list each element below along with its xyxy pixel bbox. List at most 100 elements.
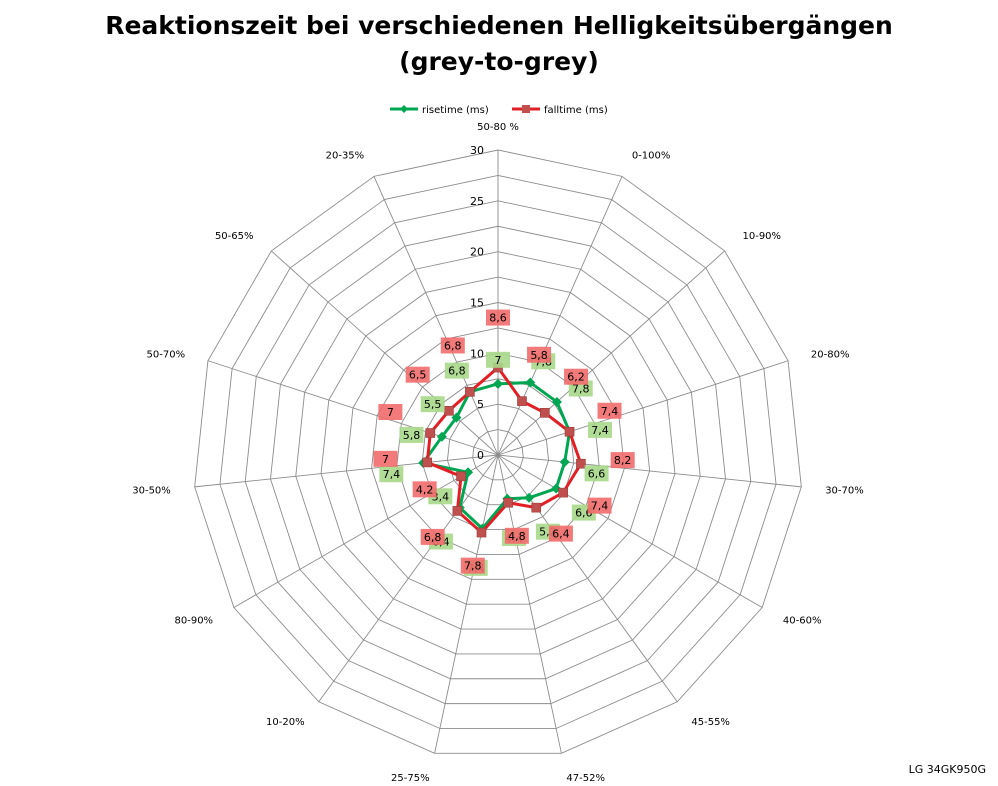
grid-spoke: [434, 454, 499, 754]
risetime-marker: [524, 492, 535, 503]
category-label: 47-52%: [566, 773, 605, 784]
data-label: 7: [382, 453, 389, 466]
grid-ring: [446, 403, 550, 506]
falltime-marker: [531, 502, 542, 513]
data-label-bg: [587, 421, 612, 438]
grid-spoke: [207, 360, 499, 456]
data-label-bg: [378, 404, 403, 421]
risetime-marker: [551, 396, 562, 407]
data-label-bg: [486, 351, 510, 368]
data-label-bg: [548, 525, 573, 542]
data-label: 5,5: [424, 398, 442, 411]
data-label: 7,4: [383, 468, 401, 481]
falltime-marker: [425, 428, 436, 438]
radar-grid: [194, 149, 802, 754]
grid-spoke: [373, 176, 499, 456]
chart-title-line-2: (grey-to-grey): [399, 47, 599, 76]
category-labels: 50-80 % 0-100% 10-90% 20-80% 30-70% 40-60% 45-…: [132, 122, 864, 784]
data-label-bg: [587, 497, 612, 514]
data-label: 6,8: [448, 365, 466, 378]
grid-ring: [472, 429, 524, 481]
data-label-bg: [564, 368, 589, 385]
data-label-bg: [486, 309, 510, 326]
data-label: 5,8: [530, 349, 548, 362]
legend-label: risetime (ms): [422, 105, 489, 116]
category-label: 45-55%: [691, 717, 730, 728]
grid-spoke: [497, 454, 763, 608]
grid-spoke: [194, 454, 499, 488]
grid-spoke: [233, 454, 499, 608]
watermark: LG 34GK950G: [908, 763, 986, 776]
tick-label: 5: [477, 398, 484, 411]
data-label: 6,4: [552, 528, 570, 541]
series-line-1: [421, 381, 572, 531]
data-label: 7,8: [572, 383, 590, 396]
category-label: 50-70%: [147, 349, 186, 360]
data-label-bg: [584, 465, 609, 482]
grid-spoke: [497, 454, 802, 488]
data-label: 8,2: [614, 454, 632, 467]
category-label: 25-75%: [391, 773, 430, 784]
falltime-marker: [444, 405, 454, 416]
risetime-marker: [559, 457, 570, 468]
falltime-marker: [517, 396, 527, 406]
data-label-bg: [379, 466, 404, 483]
falltime-marker: [465, 387, 475, 397]
data-label: 8,6: [489, 312, 507, 325]
tick-label: 30: [470, 144, 484, 157]
data-label-bg: [373, 450, 398, 467]
data-label-bg: [444, 362, 469, 379]
data-label: 6,6: [588, 467, 606, 480]
data-label-bg: [610, 452, 635, 469]
data-label-bg: [527, 346, 552, 363]
category-label: 20-80%: [811, 349, 850, 360]
data-label: 7,4: [591, 424, 609, 437]
data-label: 6,5: [409, 369, 427, 382]
falltime-marker: [476, 527, 487, 538]
category-label: 30-50%: [132, 485, 171, 496]
grid-ring: [219, 174, 777, 729]
data-label-bg: [405, 366, 430, 383]
tick-labels: 0 5 10 15 20 25 30: [470, 144, 484, 462]
data-label-bg: [420, 396, 445, 413]
falltime-marker: [456, 471, 466, 482]
risetime-marker: [493, 378, 503, 389]
category-label: 50-80 %: [477, 122, 519, 133]
data-label: 7,4: [601, 405, 619, 418]
falltime-marker: [503, 497, 513, 508]
category-label: 20-35%: [326, 150, 365, 161]
data-label: 6,8: [444, 339, 462, 352]
data-label: 6,2: [567, 371, 585, 384]
grid-spoke: [497, 176, 623, 456]
data-label-bg: [412, 481, 437, 498]
tick-label: 25: [470, 195, 484, 208]
data-label-bg: [504, 527, 529, 544]
legend: risetime (ms) falltime (ms): [390, 105, 608, 116]
grid-spoke: [271, 250, 499, 456]
falltime-marker: [558, 487, 568, 498]
grid-ring: [320, 276, 676, 630]
series-lines: [418, 362, 586, 538]
legend-label: falltime (ms): [544, 105, 608, 116]
category-label: 50-65%: [215, 231, 254, 242]
data-label: 5,8: [403, 429, 421, 442]
data-label-bg: [597, 402, 622, 419]
series-line-2: [425, 366, 583, 535]
data-label: 4,2: [416, 483, 434, 496]
grid-ring: [345, 302, 651, 605]
chart-title-line-1: Reaktionszeit bei verschiedenen Helligke…: [105, 11, 893, 40]
risetime-marker: [436, 431, 447, 442]
category-label: 30-70%: [825, 485, 864, 496]
falltime-marker: [540, 408, 550, 418]
tick-label: 10: [470, 347, 484, 360]
category-label: 10-90%: [742, 231, 781, 242]
tick-label: 20: [470, 246, 484, 259]
legend-marker: [522, 105, 530, 113]
tick-label: 15: [470, 297, 484, 310]
grid-spoke: [497, 250, 725, 456]
category-label: 40-60%: [783, 616, 822, 627]
grid-ring: [270, 225, 726, 680]
data-label: 7,4: [591, 500, 609, 513]
data-labels: 77,87,87,46,66,65,24,47,46,43,47,45,85,5…: [373, 309, 635, 576]
